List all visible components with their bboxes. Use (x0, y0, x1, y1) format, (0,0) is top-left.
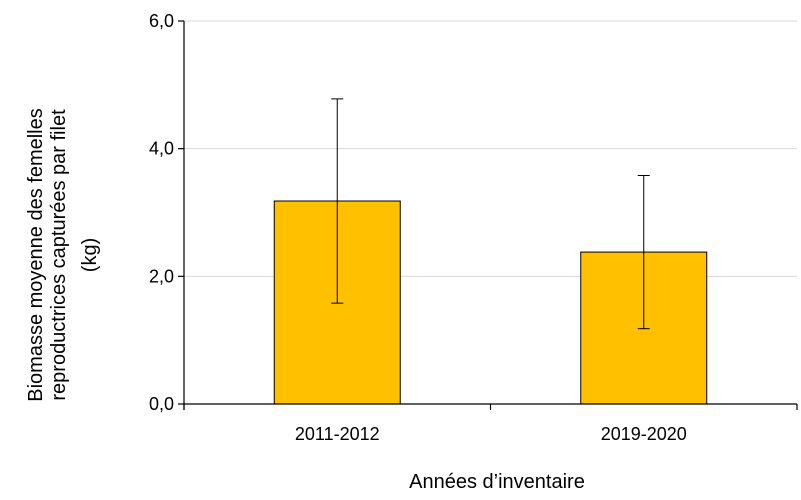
error-bars (331, 98, 650, 330)
bars (273, 200, 708, 405)
y-tick-label-2: 4,0 (149, 139, 174, 159)
y-tick-label-0: 0,0 (149, 394, 174, 414)
y-tick-label-1: 2,0 (149, 266, 174, 286)
y-axis-title-line-1: Biomasse moyenne des femelles (25, 108, 47, 401)
x-tick-label-2019-2020: 2019-2020 (601, 424, 687, 444)
x-axis-title: Années d’inventaire (409, 471, 585, 493)
y-axis-title-line-3: (kg) (79, 238, 101, 272)
y-axis-title-line-2: reproductrices capturées par filet (48, 109, 70, 401)
axes (178, 20, 798, 410)
y-tick-label-3: 6,0 (149, 11, 174, 31)
tick-labels: 2011-2012 2019-2020 0,0 2,0 4,0 6,0 (149, 11, 687, 444)
y-axis-title: Biomasse moyenne des femelles reproductr… (25, 108, 101, 401)
x-tick-label-2011-2012: 2011-2012 (295, 424, 380, 444)
